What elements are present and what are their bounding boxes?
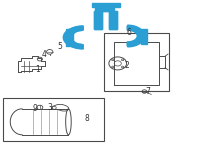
Polygon shape — [127, 26, 144, 46]
Polygon shape — [141, 29, 147, 44]
Polygon shape — [109, 11, 117, 29]
Text: 5: 5 — [57, 42, 62, 51]
Polygon shape — [102, 7, 109, 11]
Text: 7: 7 — [145, 87, 150, 96]
Polygon shape — [66, 29, 73, 46]
Text: 2: 2 — [124, 61, 129, 70]
Text: 8: 8 — [85, 114, 90, 123]
Polygon shape — [94, 11, 102, 29]
Text: 9: 9 — [32, 104, 37, 113]
Text: 6: 6 — [126, 28, 131, 37]
Text: 3: 3 — [47, 103, 52, 112]
Polygon shape — [128, 25, 145, 47]
Polygon shape — [95, 4, 114, 11]
Polygon shape — [98, 7, 112, 10]
Polygon shape — [92, 3, 120, 7]
Polygon shape — [95, 11, 101, 28]
Polygon shape — [109, 11, 117, 29]
Text: 1: 1 — [36, 65, 40, 74]
Bar — [3, 98, 104, 141]
Text: 4: 4 — [41, 50, 46, 59]
Polygon shape — [65, 26, 83, 49]
Polygon shape — [110, 11, 116, 28]
Polygon shape — [94, 11, 102, 29]
Polygon shape — [63, 26, 82, 48]
Bar — [104, 33, 169, 91]
